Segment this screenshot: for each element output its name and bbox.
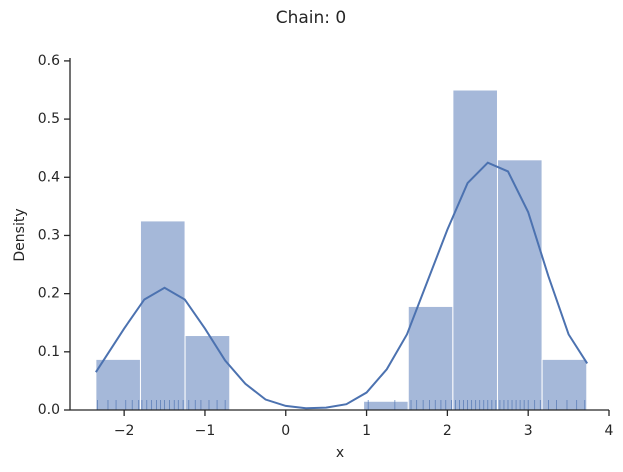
y-tick-label: 0.0: [38, 402, 60, 418]
x-tick-label: 1: [362, 423, 371, 439]
histogram-bar: [407, 305, 454, 411]
x-axis-label: x: [336, 445, 344, 461]
histogram-bar: [184, 335, 231, 411]
y-tick-label: 0.4: [38, 169, 60, 185]
x-tick-label: −2: [114, 423, 135, 439]
histogram-bar: [363, 400, 409, 411]
y-tick-label: 0.3: [38, 227, 60, 243]
histogram-bar: [452, 89, 498, 411]
x-tick-label: −1: [195, 423, 216, 439]
x-tick-label: 4: [605, 423, 614, 439]
y-tick-label: 0.5: [38, 111, 60, 127]
y-tick-label: 0.6: [38, 53, 60, 69]
kde-line: [95, 161, 589, 410]
histogram-bar: [541, 358, 588, 411]
x-tick-label: 0: [281, 423, 290, 439]
x-tick-label: 3: [524, 423, 533, 439]
histogram-bar: [496, 159, 543, 411]
y-tick-label: 0.2: [38, 286, 60, 302]
y-axis-label: Density: [12, 208, 28, 261]
histogram-bar: [95, 358, 141, 411]
y-tick-label: 0.1: [38, 344, 60, 360]
chart-title: Chain: 0: [276, 8, 347, 28]
histogram-bar: [139, 220, 186, 411]
x-tick-label: 2: [443, 423, 452, 439]
